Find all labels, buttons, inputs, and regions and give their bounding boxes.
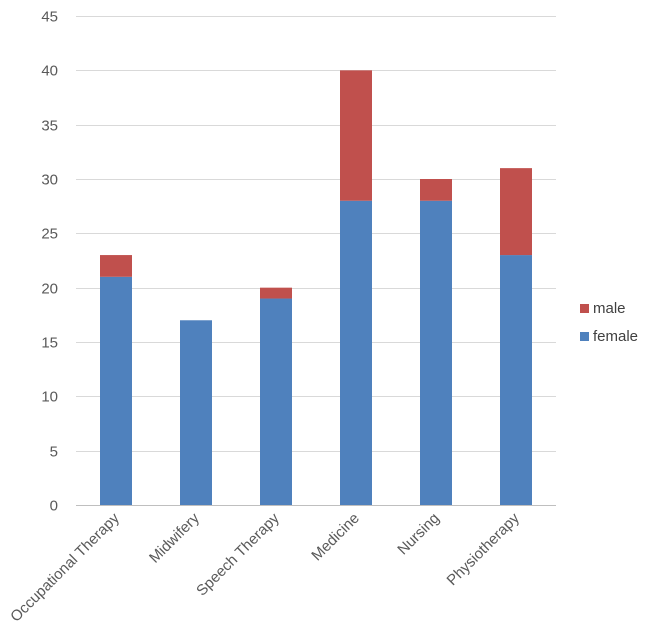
x-tick-label-occupational-therapy: Occupational Therapy (7, 509, 123, 625)
y-tick-label-0: 0 (50, 498, 58, 515)
legend-swatch-male (580, 304, 589, 313)
bar-male-medicine (340, 70, 372, 201)
y-tick-label-10: 10 (41, 389, 58, 406)
y-tick-label-5: 5 (50, 444, 58, 461)
x-tick-label-medicine: Medicine (308, 510, 362, 564)
y-tick-label-30: 30 (41, 172, 58, 189)
bar-female-midwifery (180, 320, 212, 505)
bar-female-speech-therapy (260, 298, 292, 505)
x-tick-label-nursing: Nursing (394, 510, 443, 559)
y-axis: 0 5 10 15 20 25 30 35 40 45 (41, 9, 58, 515)
bar-female-physiotherapy (500, 255, 532, 505)
bar-female-nursing (420, 200, 452, 505)
bars (100, 70, 532, 505)
y-tick-label-15: 15 (41, 335, 58, 352)
y-tick-label-35: 35 (41, 118, 58, 135)
x-tick-label-physiotherapy: Physiotherapy (444, 509, 524, 589)
y-tick-label-40: 40 (41, 63, 58, 80)
bar-female-medicine (340, 200, 372, 505)
bar-male-physiotherapy (500, 168, 532, 256)
bar-male-nursing (420, 179, 452, 201)
gridlines (76, 16, 556, 452)
bar-male-occupational-therapy (100, 255, 132, 277)
x-tick-label-midwifery: Midwifery (146, 509, 203, 566)
y-tick-label-20: 20 (41, 281, 58, 298)
legend: male female (580, 300, 638, 345)
y-tick-label-45: 45 (41, 9, 58, 26)
y-tick-label-25: 25 (41, 226, 58, 243)
legend-label-male: male (593, 300, 626, 317)
legend-label-female: female (593, 328, 638, 345)
bar-male-speech-therapy (260, 287, 292, 299)
bar-female-occupational-therapy (100, 276, 132, 505)
x-tick-label-speech-therapy: Speech Therapy (193, 509, 283, 599)
legend-swatch-female (580, 332, 589, 341)
